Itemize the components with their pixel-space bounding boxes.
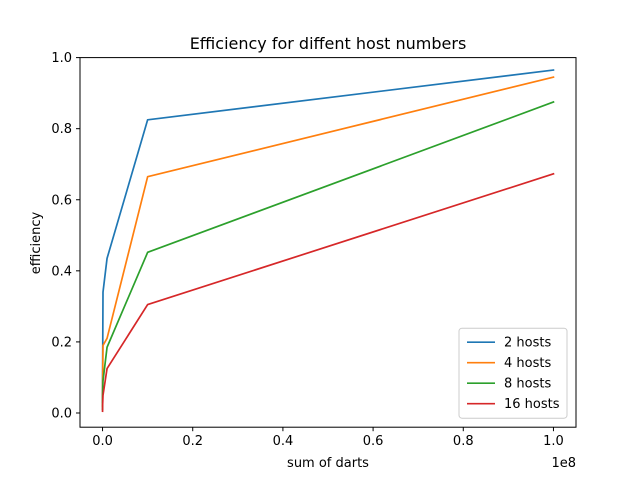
legend-box [458, 327, 568, 419]
series-lines [101, 69, 555, 413]
y-tick-label: 0.6 [51, 193, 72, 208]
x-tick-label: 0.6 [363, 434, 384, 449]
y-tick-label: 0.0 [51, 406, 72, 421]
legend-label: 8 hosts [504, 377, 551, 392]
x-tick-label: 1.0 [543, 434, 564, 449]
x-axis-label: sum of darts [287, 456, 369, 471]
y-tick-label: 0.2 [51, 335, 72, 350]
y-axis-ticks: 0.0 0.2 0.4 0.6 0.8 1.0 [51, 51, 80, 421]
axes-frame [79, 57, 577, 428]
x-tick-label: 0.0 [92, 434, 113, 449]
series-line-4 [101, 172, 555, 413]
y-tick-label: 0.8 [51, 122, 72, 137]
x-tick-label: 0.8 [453, 434, 474, 449]
x-axis-ticks: 0.0 0.2 0.4 0.6 0.8 1.0 [92, 427, 564, 449]
y-tick-label: 0.4 [51, 264, 72, 279]
chart-title: Efficiency for diffent host numbers [190, 34, 467, 53]
legend-label: 4 hosts [504, 356, 551, 371]
legend-label: 2 hosts [504, 336, 551, 351]
legend-label: 16 hosts [504, 397, 560, 412]
x-tick-label: 0.4 [273, 434, 294, 449]
x-axis-offset-label: 1e8 [551, 456, 576, 471]
legend: 2 hosts 4 hosts 8 hosts 16 hosts [458, 327, 568, 419]
x-tick-label: 0.2 [182, 434, 203, 449]
plot-area-border [79, 57, 577, 428]
y-axis-label: efficiency [29, 211, 44, 274]
y-tick-label: 1.0 [51, 51, 72, 66]
